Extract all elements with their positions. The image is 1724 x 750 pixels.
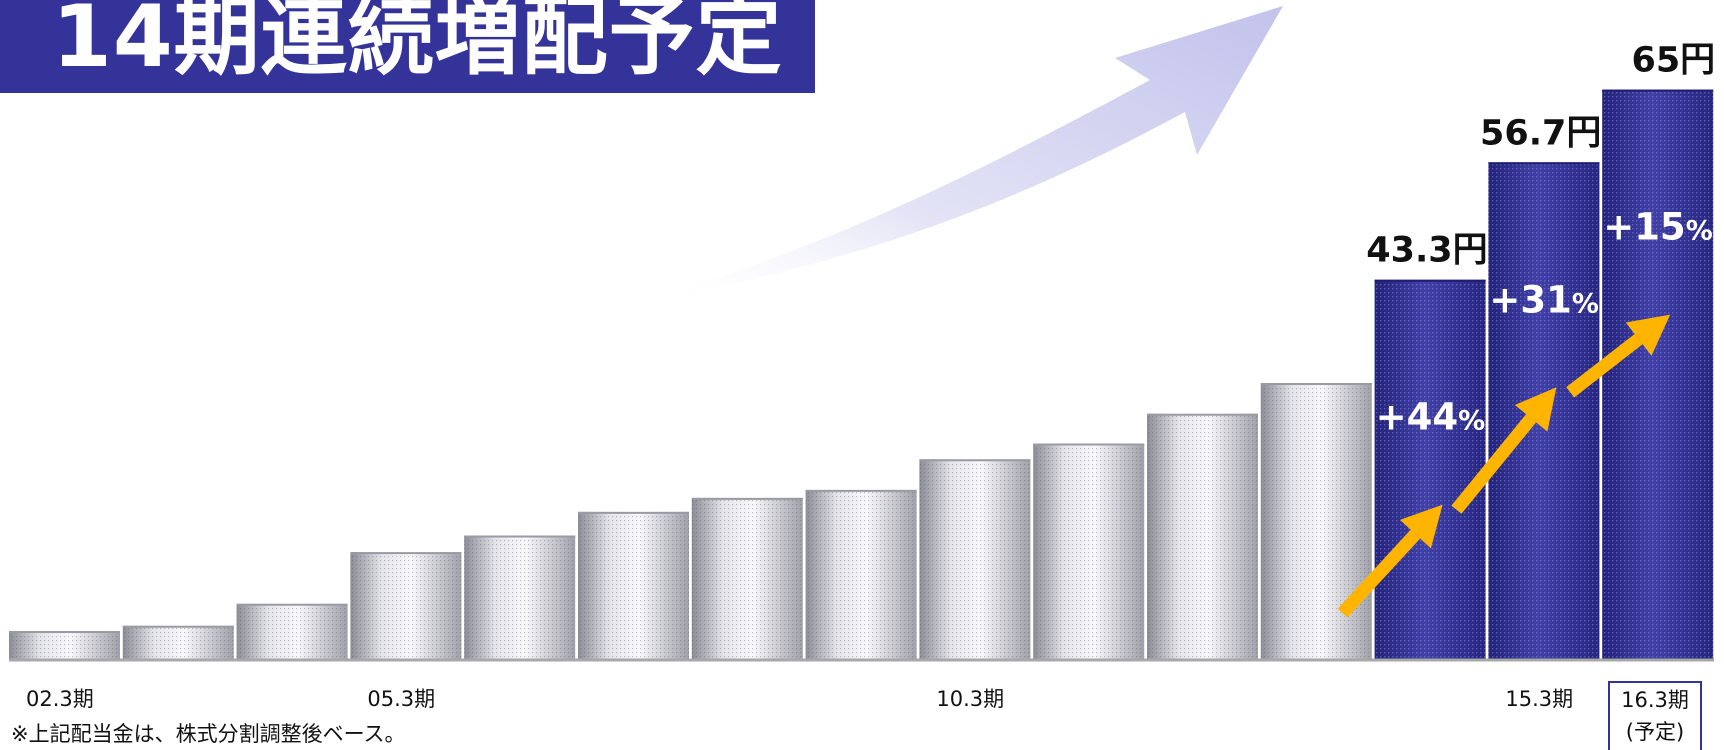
x-tick-label-forecast: 16.3期 (予定) — [1608, 681, 1702, 750]
footnote: ※上記配当金は、株式分割調整後ベース。 — [11, 722, 406, 746]
growth-label: +15% — [1603, 206, 1713, 249]
growth-arrow-head — [1625, 314, 1671, 356]
bar — [691, 497, 803, 659]
x-tick-label: 02.3期 — [26, 687, 94, 711]
bar — [464, 535, 576, 659]
x-tick-label-forecast-note: (予定) — [1625, 720, 1685, 744]
growth-arrow — [1566, 334, 1643, 398]
growth-arrow-head — [1400, 504, 1443, 549]
bar-highlighted — [1374, 279, 1486, 659]
growth-arrows-layer — [1337, 314, 1671, 618]
bar — [350, 552, 462, 659]
growth-label: +31% — [1489, 278, 1599, 321]
bar — [1033, 443, 1145, 659]
value-label: 65円 — [1631, 41, 1715, 81]
value-label: 56.7円 — [1480, 113, 1601, 153]
growth-label: +44% — [1376, 396, 1486, 439]
page-title: 14期連続増配予定 — [52, 0, 783, 87]
bar — [236, 603, 348, 659]
x-tick-label-forecast-period: 16.3期 — [1621, 688, 1689, 712]
bar-highlighted — [1602, 89, 1714, 660]
bar — [9, 630, 120, 659]
big-trend-arrow — [648, 6, 1283, 300]
bar — [122, 625, 234, 659]
bar — [578, 511, 689, 659]
growth-arrow-head — [1514, 387, 1557, 432]
x-tick-label: 15.3期 — [1505, 687, 1574, 711]
labels-layer: 43.3円 56.7円 65円 +44% +31%+15% — [1366, 41, 1715, 439]
bar — [1260, 383, 1372, 659]
value-label: 43.3円 — [1366, 231, 1487, 271]
bar — [1147, 413, 1258, 659]
bar — [805, 489, 917, 659]
growth-arrow — [1451, 414, 1537, 514]
growth-arrow — [1337, 529, 1421, 618]
x-tick-label: 05.3期 — [367, 687, 436, 711]
title-banner: 14期連続増配予定 — [0, 0, 815, 93]
bar — [919, 459, 1031, 659]
x-tick-label: 10.3期 — [936, 687, 1005, 711]
bars-layer — [9, 89, 1714, 660]
